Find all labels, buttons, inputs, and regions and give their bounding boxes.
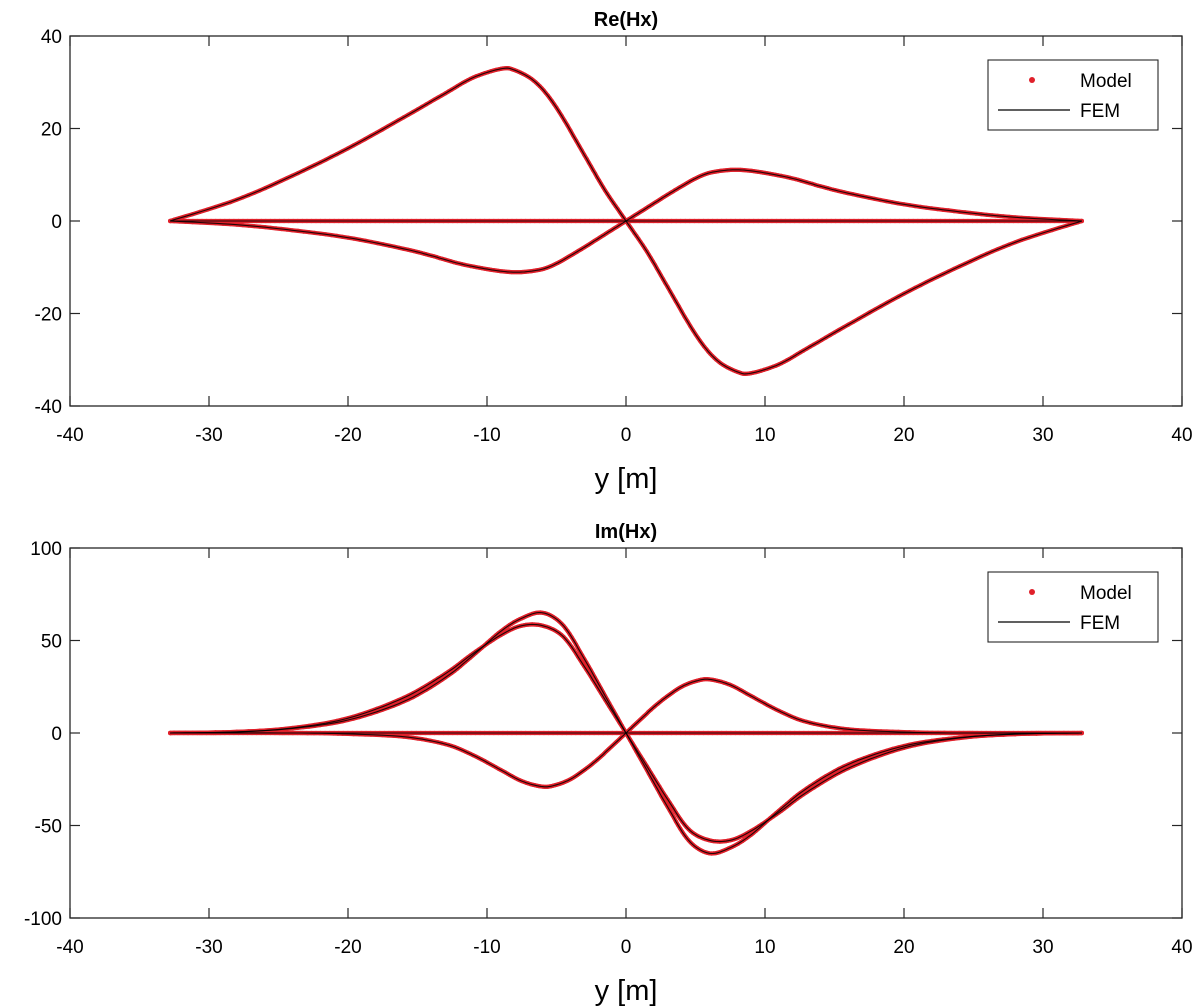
y-tick-label: -100 bbox=[24, 909, 62, 930]
y-tick-label: -50 bbox=[35, 817, 62, 838]
x-tick-label: 20 bbox=[893, 937, 914, 958]
y-tick-label: -20 bbox=[35, 305, 62, 326]
x-tick-label: -10 bbox=[473, 937, 500, 958]
x-tick-label: -30 bbox=[195, 425, 222, 446]
legend-model-label: Model bbox=[1080, 583, 1132, 604]
x-tick-label: 0 bbox=[621, 425, 632, 446]
legend-fem-label: FEM bbox=[1080, 613, 1120, 634]
x-tick-label: -40 bbox=[56, 937, 83, 958]
series-layer bbox=[168, 610, 1084, 856]
x-tick-label: 30 bbox=[1032, 425, 1053, 446]
y-tick-label: -40 bbox=[35, 397, 62, 418]
chart-2: Im(Hx)-40 -30 -20 -10 0 10 20 30 40-100-50050100… bbox=[24, 521, 1193, 1007]
series-layer bbox=[168, 66, 1084, 376]
plot-title: Im(Hx) bbox=[595, 521, 657, 543]
legend-box bbox=[987, 571, 1159, 643]
x-tick-label: -20 bbox=[334, 937, 361, 958]
x-tick-label: -20 bbox=[334, 425, 361, 446]
x-tick-label: -30 bbox=[195, 937, 222, 958]
legend: Model FEM bbox=[987, 571, 1159, 643]
plot-title: Re(Hx) bbox=[594, 9, 658, 31]
x-tick-label: -10 bbox=[473, 425, 500, 446]
x-axis-label: y [m] bbox=[595, 975, 658, 1007]
x-tick-label: 10 bbox=[754, 937, 775, 958]
legend-model-label: Model bbox=[1080, 71, 1132, 92]
x-tick-label: 30 bbox=[1032, 937, 1053, 958]
x-tick-label: 0 bbox=[621, 937, 632, 958]
x-tick-label: 40 bbox=[1171, 425, 1192, 446]
legend-model-marker bbox=[1029, 589, 1035, 595]
chart-1: Re(Hx) -40 -30 -20 -10 0 10 20 30 40 -40 -20 0 20 40 y … bbox=[35, 9, 1193, 495]
legend-box bbox=[987, 59, 1159, 131]
y-tick-label: 50 bbox=[41, 632, 62, 653]
legend: Model FEM bbox=[987, 59, 1159, 131]
x-axis-label: y [m] bbox=[595, 463, 658, 495]
y-tick-label: 0 bbox=[51, 212, 62, 233]
x-tick-label: 40 bbox=[1171, 937, 1192, 958]
legend-model-marker bbox=[1029, 77, 1035, 83]
y-tick-label: 0 bbox=[51, 724, 62, 745]
y-tick-label: 20 bbox=[41, 120, 62, 141]
y-tick-label: 40 bbox=[41, 27, 62, 48]
x-tick-label: 20 bbox=[893, 425, 914, 446]
legend-fem-label: FEM bbox=[1080, 101, 1120, 122]
x-tick-label: -40 bbox=[56, 425, 83, 446]
x-tick-label: 10 bbox=[754, 425, 775, 446]
y-tick-label: 100 bbox=[30, 539, 62, 560]
